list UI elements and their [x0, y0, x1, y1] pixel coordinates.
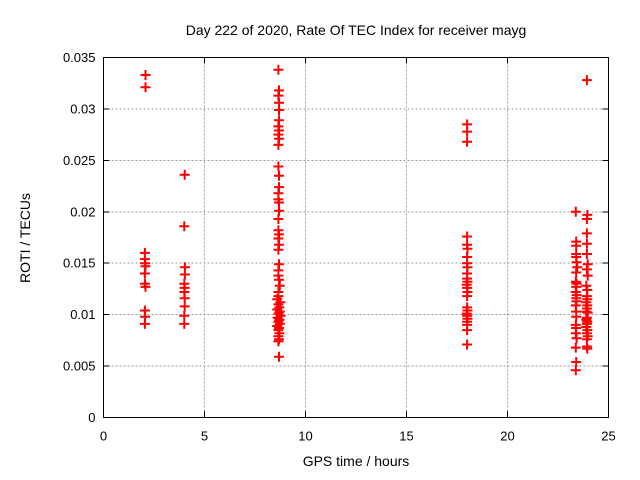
series-ROTI-markers [139, 64, 593, 376]
x-tick-label: 25 [601, 429, 615, 444]
gridlines [103, 57, 609, 418]
x-tick-label: 10 [298, 429, 312, 444]
y-tick-label: 0.02 [70, 204, 95, 219]
tick-labels: 0 5 10 15 20 25 0 0.005 0.01 0.015 0.02 0.025 0.03 0.… [63, 50, 616, 444]
y-tick-label: 0.03 [70, 101, 95, 116]
y-tick-label: 0.035 [63, 50, 96, 65]
y-tick-label: 0.01 [70, 307, 95, 322]
x-axis-label: GPS time / hours [303, 453, 410, 469]
x-tick-label: 15 [399, 429, 413, 444]
data-points [139, 64, 593, 376]
y-tick-label: 0.005 [63, 359, 96, 374]
axis-ticks [103, 57, 609, 418]
y-tick-label: 0.025 [63, 153, 96, 168]
x-tick-label: 20 [500, 429, 514, 444]
chart-title: Day 222 of 2020, Rate Of TEC Index for r… [186, 22, 527, 38]
x-tick-label: 5 [201, 429, 208, 444]
x-tick-label: 0 [100, 429, 107, 444]
plot-border [103, 57, 609, 418]
y-tick-label: 0.015 [63, 256, 96, 271]
y-axis-label: ROTI / TECUs [17, 193, 33, 283]
y-tick-label: 0 [88, 410, 95, 425]
